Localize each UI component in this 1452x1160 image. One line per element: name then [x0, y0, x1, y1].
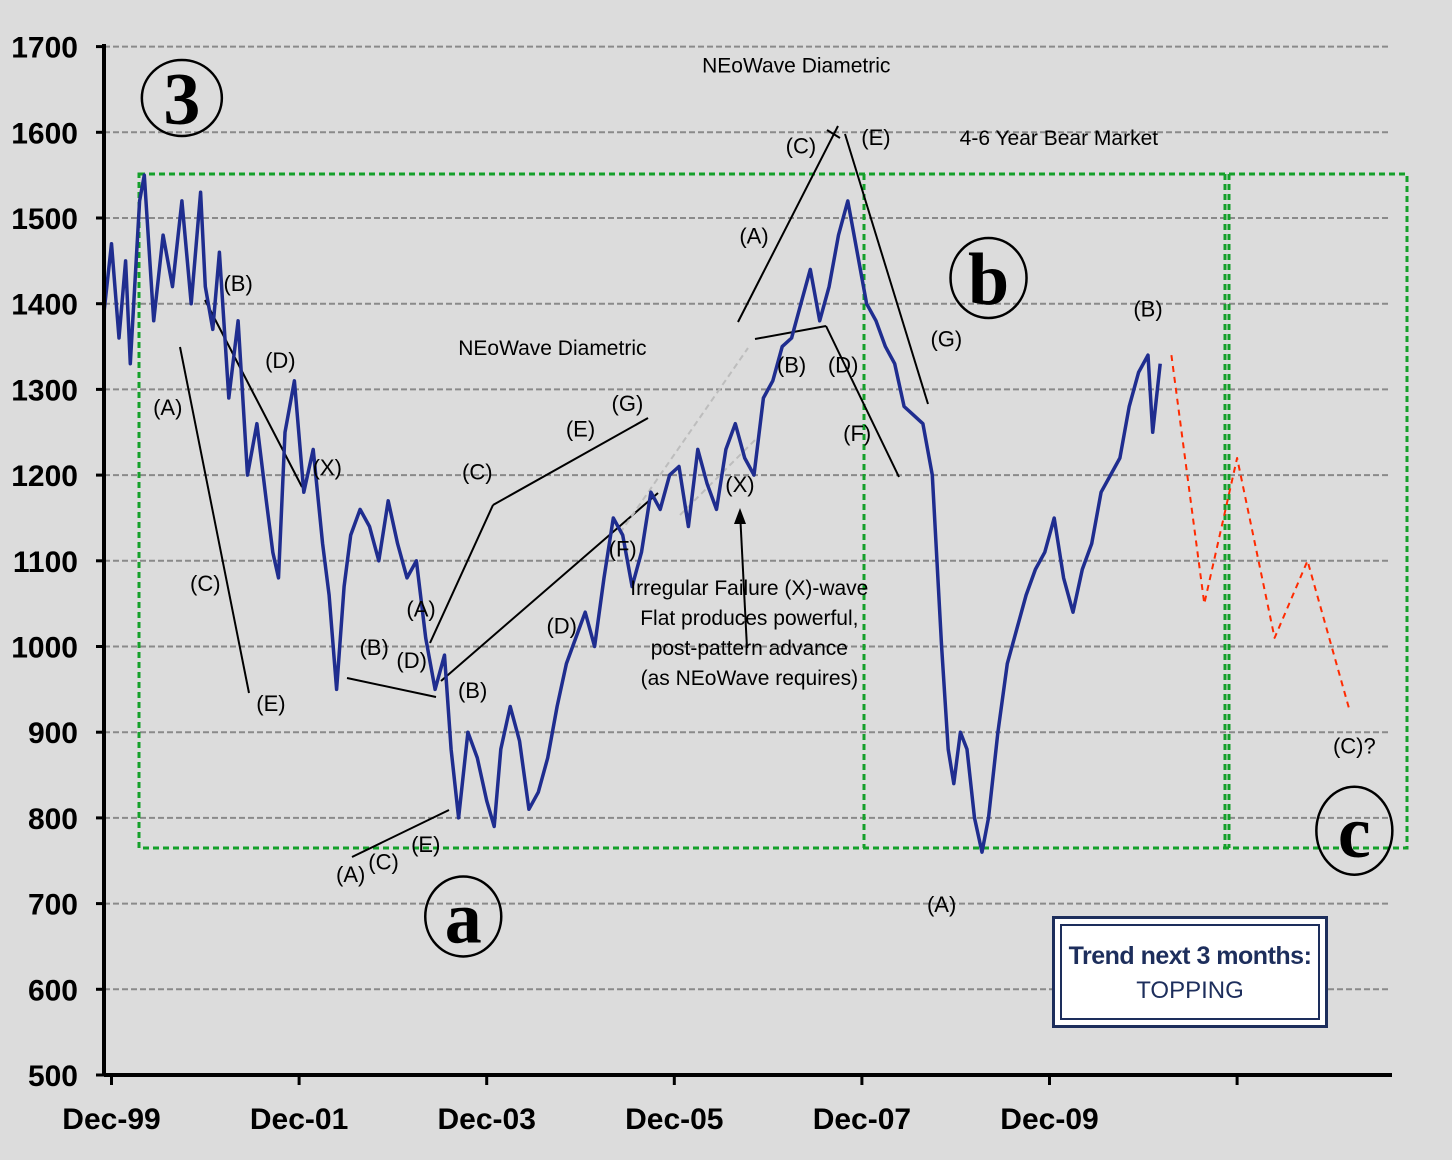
- wave-label: (D): [546, 614, 577, 639]
- y-tick-label: 500: [28, 1060, 78, 1093]
- wave-label: (D): [828, 352, 859, 377]
- wave-label: (X): [725, 472, 754, 497]
- trend-box: Trend next 3 months: TOPPING: [1052, 916, 1328, 1028]
- degree-circle: [424, 875, 503, 958]
- y-tick-label: 1300: [11, 374, 78, 407]
- annotation: NEoWave Diametric: [458, 337, 646, 360]
- wave-label: (D): [396, 648, 427, 673]
- degree-circle: [140, 58, 224, 138]
- arrow-line: [739, 511, 748, 649]
- wave-label: (E): [861, 125, 890, 150]
- annotation: 4-6 Year Bear Market: [960, 127, 1159, 150]
- wave-label: (A): [153, 395, 182, 420]
- annotation: (as NEoWave requires): [641, 667, 858, 690]
- wave-label: (A): [336, 862, 365, 887]
- wave-trendlines: [179, 125, 929, 858]
- degree-label: a: [445, 877, 482, 959]
- faint-channel-line: [679, 434, 761, 516]
- y-tick-label: 700: [28, 889, 78, 922]
- trendline: [492, 417, 649, 506]
- trendline: [429, 504, 494, 644]
- wave-label: (C): [462, 459, 493, 484]
- y-tick-label: 1100: [13, 546, 78, 579]
- faint-channel-line: [619, 347, 749, 534]
- trendline: [179, 346, 250, 694]
- x-tick-label: Dec-03: [438, 1103, 536, 1136]
- trendline: [825, 325, 900, 478]
- wave-label: (D): [265, 348, 296, 373]
- trendline: [351, 809, 450, 858]
- wave-label: (X): [313, 455, 342, 480]
- trend-box-inner: Trend next 3 months: TOPPING: [1060, 924, 1320, 1020]
- wave-label: (F): [843, 421, 871, 446]
- wave-label: (A): [739, 224, 768, 249]
- trend-title: Trend next 3 months:: [1068, 942, 1312, 970]
- y-tick-label: 900: [28, 717, 78, 750]
- projection-line: [1170, 354, 1351, 712]
- x-tick-label: Dec-09: [1000, 1103, 1098, 1136]
- annotation: Flat produces powerful,: [640, 607, 858, 630]
- trendline: [204, 299, 303, 488]
- degree-circle: [1315, 785, 1394, 877]
- labels: (A) (B) (C) (D) (E) (X) (A) (B) (C) (D) (E) (A) (B) (…: [140, 54, 1394, 959]
- wave-label: (G): [612, 391, 644, 416]
- x-tick-label: Dec-01: [250, 1103, 348, 1136]
- trendline: [826, 129, 841, 139]
- wave-label: (C): [368, 849, 399, 874]
- y-tick-label: 1000: [11, 632, 78, 665]
- arrow-head: [734, 508, 746, 524]
- trend-value: TOPPING: [1136, 977, 1244, 1004]
- y-tick-label: 1500: [11, 203, 78, 236]
- wave-label: (C): [190, 571, 221, 596]
- trendline: [737, 125, 839, 323]
- price-line: [102, 173, 1162, 854]
- wave-label: (B): [223, 271, 252, 296]
- wave-label: (A): [927, 892, 956, 917]
- wave-label: (E): [566, 417, 595, 442]
- degree-label: b: [968, 239, 1009, 321]
- y-tick-label: 1400: [11, 289, 78, 322]
- degree-label: c: [1338, 792, 1371, 874]
- trendline: [346, 677, 437, 698]
- wave-label: (B): [1133, 297, 1162, 322]
- y-tick-label: 800: [28, 803, 78, 836]
- y-tick-label: 1700: [11, 32, 78, 65]
- wave-label: (B): [458, 678, 487, 703]
- wave-label: (C): [786, 134, 817, 159]
- x-tick-label: Dec-05: [625, 1103, 723, 1136]
- bear-market-box: [137, 172, 1409, 850]
- trendline: [754, 325, 827, 340]
- y-tick-label: 1200: [11, 460, 78, 493]
- degree-label: 3: [163, 59, 200, 141]
- wave-label: (G): [930, 327, 962, 352]
- degree-circle: [949, 236, 1028, 320]
- wave-label: (A): [406, 597, 435, 622]
- wave-label: (B): [359, 635, 388, 660]
- y-tick-label: 600: [28, 974, 78, 1007]
- series-group: [102, 173, 1351, 854]
- trendline: [844, 133, 929, 405]
- annotation: post-pattern advance: [651, 637, 848, 660]
- wave-label: (B): [777, 352, 806, 377]
- annotation: Irregular Failure (X)-wave: [630, 577, 868, 600]
- x-tick-label: Dec-07: [813, 1103, 911, 1136]
- annotation: NEoWave Diametric: [702, 54, 890, 77]
- x-tick-label: Dec-99: [62, 1103, 160, 1136]
- wave-label: (E): [256, 691, 285, 716]
- wave-label: (C)?: [1333, 734, 1376, 759]
- wave-label: (F): [609, 537, 637, 562]
- bear-market-boxes: [137, 172, 1409, 850]
- y-tick-label: 1600: [11, 117, 78, 150]
- trendline: [440, 492, 659, 682]
- axes: 500 600 700 800 900 1000 1100 1200 1300 1400 1500 1…: [11, 32, 1392, 1136]
- wave-label: (E): [411, 832, 440, 857]
